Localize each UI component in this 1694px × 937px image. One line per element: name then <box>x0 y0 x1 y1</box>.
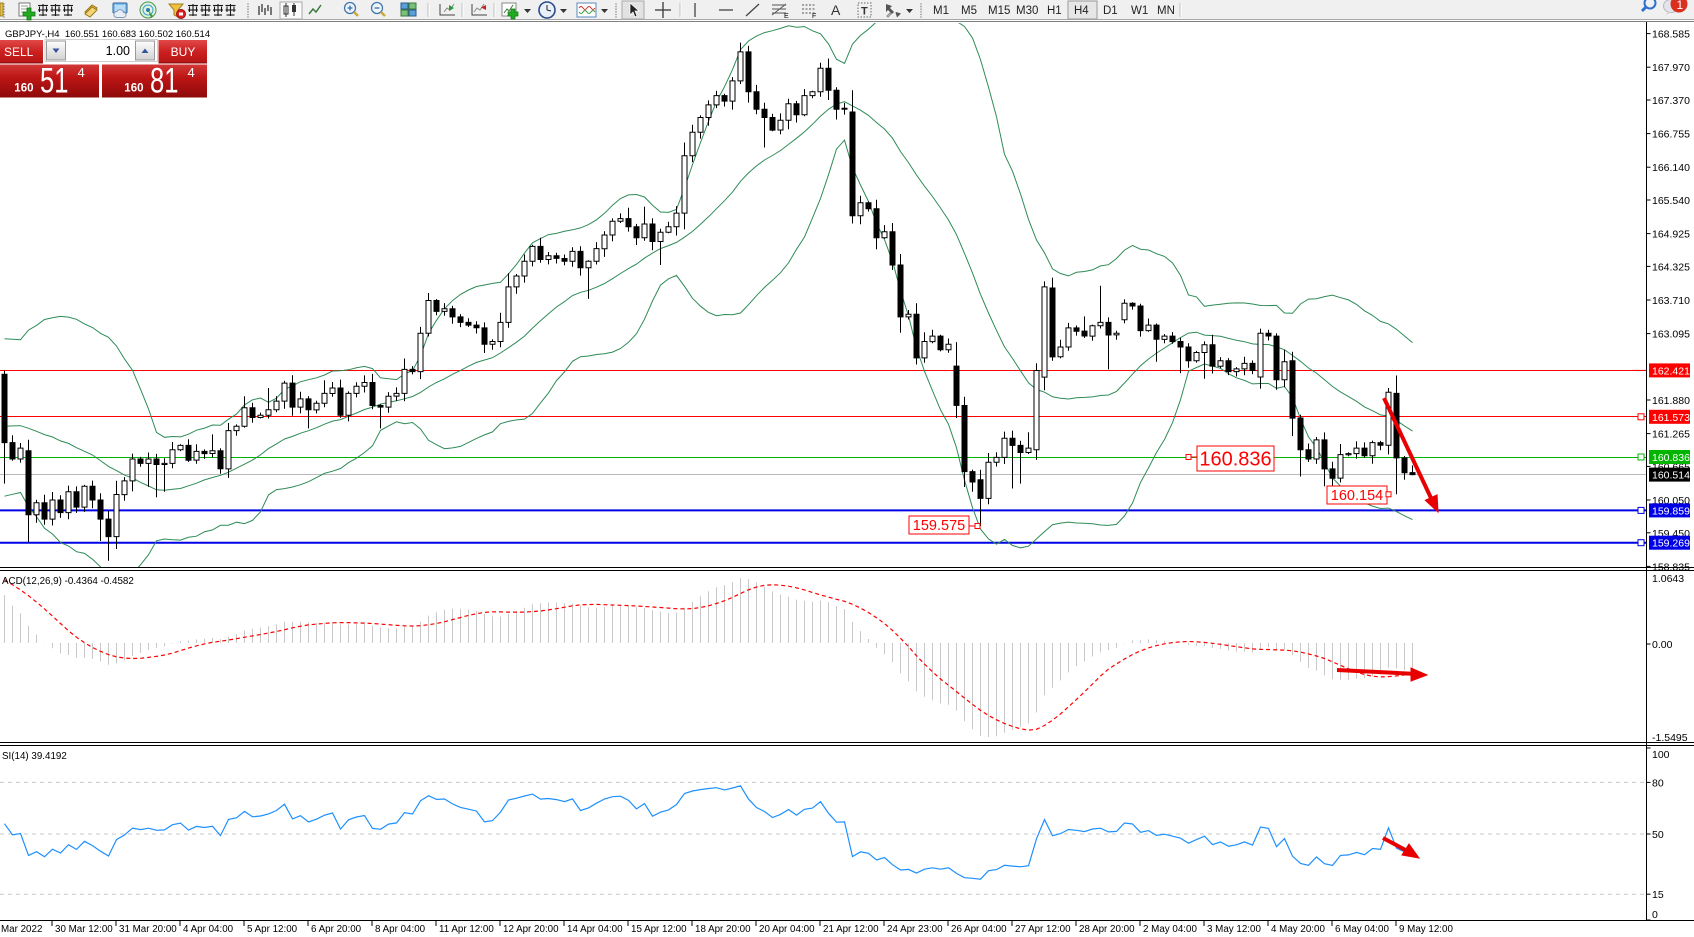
svg-text:31 Mar 20:00: 31 Mar 20:00 <box>119 924 177 935</box>
svg-text:15: 15 <box>1652 889 1664 901</box>
svg-text:4 Apr 04:00: 4 Apr 04:00 <box>183 924 234 935</box>
svg-text:161.265: 161.265 <box>1652 429 1690 441</box>
svg-text:BUY: BUY <box>171 45 196 59</box>
svg-text:Mar 2022: Mar 2022 <box>1 924 42 935</box>
svg-text:30 Mar 12:00: 30 Mar 12:00 <box>55 924 113 935</box>
svg-text:M1: M1 <box>933 5 949 17</box>
svg-text:159.575: 159.575 <box>913 518 965 534</box>
svg-text:M30: M30 <box>1016 5 1038 17</box>
svg-text:W1: W1 <box>1131 5 1148 17</box>
svg-text:H4: H4 <box>1074 5 1089 17</box>
svg-text:1: 1 <box>1677 0 1684 12</box>
svg-text:M5: M5 <box>961 5 977 17</box>
svg-text:50: 50 <box>1652 829 1664 841</box>
svg-text:28 Apr 20:00: 28 Apr 20:00 <box>1079 924 1135 935</box>
svg-text:164.325: 164.325 <box>1652 261 1690 273</box>
svg-text:160.836: 160.836 <box>1199 449 1271 471</box>
svg-text:166.140: 166.140 <box>1652 162 1690 174</box>
svg-text:26 Apr 04:00: 26 Apr 04:00 <box>951 924 1007 935</box>
svg-text:H1: H1 <box>1047 5 1062 17</box>
svg-text:SELL: SELL <box>4 45 34 59</box>
svg-text:27 Apr 12:00: 27 Apr 12:00 <box>1015 924 1071 935</box>
svg-text:E: E <box>784 13 789 20</box>
svg-text:21 Apr 12:00: 21 Apr 12:00 <box>823 924 879 935</box>
svg-text:161.573: 161.573 <box>1652 412 1690 424</box>
svg-text:160: 160 <box>124 83 143 95</box>
svg-text:167.370: 167.370 <box>1652 95 1690 107</box>
svg-text:MN: MN <box>1157 5 1175 17</box>
svg-text:SI(14) 39.4192: SI(14) 39.4192 <box>2 751 67 762</box>
svg-text:4 May 20:00: 4 May 20:00 <box>1271 924 1325 935</box>
svg-text:162.421: 162.421 <box>1652 365 1690 377</box>
svg-text:166.755: 166.755 <box>1652 129 1690 141</box>
svg-text:167.970: 167.970 <box>1652 62 1690 74</box>
svg-text:159.859: 159.859 <box>1652 505 1690 517</box>
svg-text:15 Apr 12:00: 15 Apr 12:00 <box>631 924 687 935</box>
svg-text:3 May 12:00: 3 May 12:00 <box>1207 924 1261 935</box>
svg-text:24 Apr 23:00: 24 Apr 23:00 <box>887 924 943 935</box>
svg-text:9 May 12:00: 9 May 12:00 <box>1399 924 1453 935</box>
svg-text:ACD(12,26,9) -0.4364 -0.4582: ACD(12,26,9) -0.4364 -0.4582 <box>2 576 134 587</box>
svg-text:80: 80 <box>1652 777 1664 789</box>
svg-text:4: 4 <box>78 65 85 80</box>
svg-text:163.095: 163.095 <box>1652 329 1690 341</box>
svg-text:M15: M15 <box>988 5 1010 17</box>
svg-text:0.00: 0.00 <box>1652 639 1673 651</box>
svg-text:100: 100 <box>1652 749 1670 761</box>
svg-text:159.269: 159.269 <box>1652 538 1690 550</box>
svg-text:2 May 04:00: 2 May 04:00 <box>1143 924 1197 935</box>
svg-text:160.154: 160.154 <box>1331 488 1383 504</box>
svg-text:0: 0 <box>1652 909 1658 921</box>
svg-text:5 Apr 12:00: 5 Apr 12:00 <box>247 924 298 935</box>
svg-text:160.514: 160.514 <box>1652 470 1690 482</box>
svg-text:6 May 04:00: 6 May 04:00 <box>1335 924 1389 935</box>
svg-text:GBPJPY-,H4 160.551 160.683 16: GBPJPY-,H4 160.551 160.683 160.502 160.5… <box>5 29 210 40</box>
svg-text:14 Apr 04:00: 14 Apr 04:00 <box>567 924 623 935</box>
svg-text:D1: D1 <box>1103 5 1118 17</box>
svg-text:1.00: 1.00 <box>106 44 130 58</box>
svg-text:164.925: 164.925 <box>1652 229 1690 241</box>
svg-text:18 Apr 20:00: 18 Apr 20:00 <box>695 924 751 935</box>
svg-text:51: 51 <box>40 62 69 101</box>
svg-text:168.585: 168.585 <box>1652 29 1690 41</box>
svg-text:8 Apr 04:00: 8 Apr 04:00 <box>375 924 426 935</box>
svg-text:11 Apr 12:00: 11 Apr 12:00 <box>439 924 494 935</box>
svg-text:161.880: 161.880 <box>1652 395 1690 407</box>
svg-text:1.0643: 1.0643 <box>1652 573 1684 585</box>
svg-text:160: 160 <box>14 83 33 95</box>
svg-text:F: F <box>812 13 816 20</box>
svg-text:165.540: 165.540 <box>1652 195 1690 207</box>
svg-text:20 Apr 04:00: 20 Apr 04:00 <box>759 924 815 935</box>
svg-text:6 Apr 20:00: 6 Apr 20:00 <box>311 924 362 935</box>
svg-text:81: 81 <box>150 62 179 101</box>
svg-text:160.836: 160.836 <box>1652 452 1690 464</box>
svg-text:-1.5495: -1.5495 <box>1652 732 1688 744</box>
svg-text:158.835: 158.835 <box>1652 561 1690 573</box>
svg-text:12 Apr 20:00: 12 Apr 20:00 <box>503 924 559 935</box>
svg-text:4: 4 <box>188 65 195 80</box>
svg-text:T: T <box>861 6 868 18</box>
svg-text:163.710: 163.710 <box>1652 295 1690 307</box>
svg-text:A: A <box>831 2 841 18</box>
